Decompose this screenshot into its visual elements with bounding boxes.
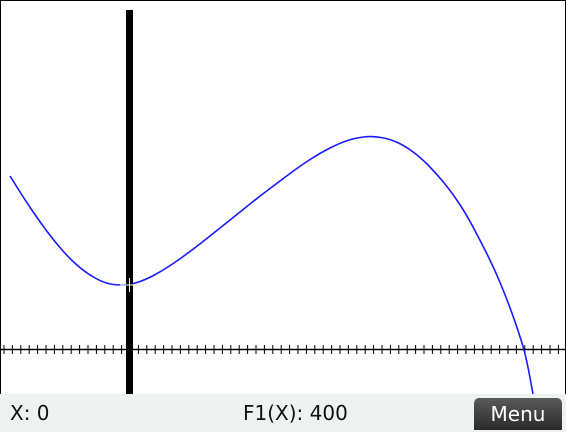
x-axis-ticks [3,345,559,354]
menu-button[interactable]: Menu [474,398,562,430]
x-readout: X: 0 [10,401,50,425]
function-curve-f1 [9,135,534,394]
function-plot[interactable] [0,0,566,394]
trace-cursor-bar[interactable] [126,10,133,394]
status-bar: X: 0 F1(X): 400 Menu [0,394,566,432]
function-readout: F1(X): 400 [243,401,348,425]
